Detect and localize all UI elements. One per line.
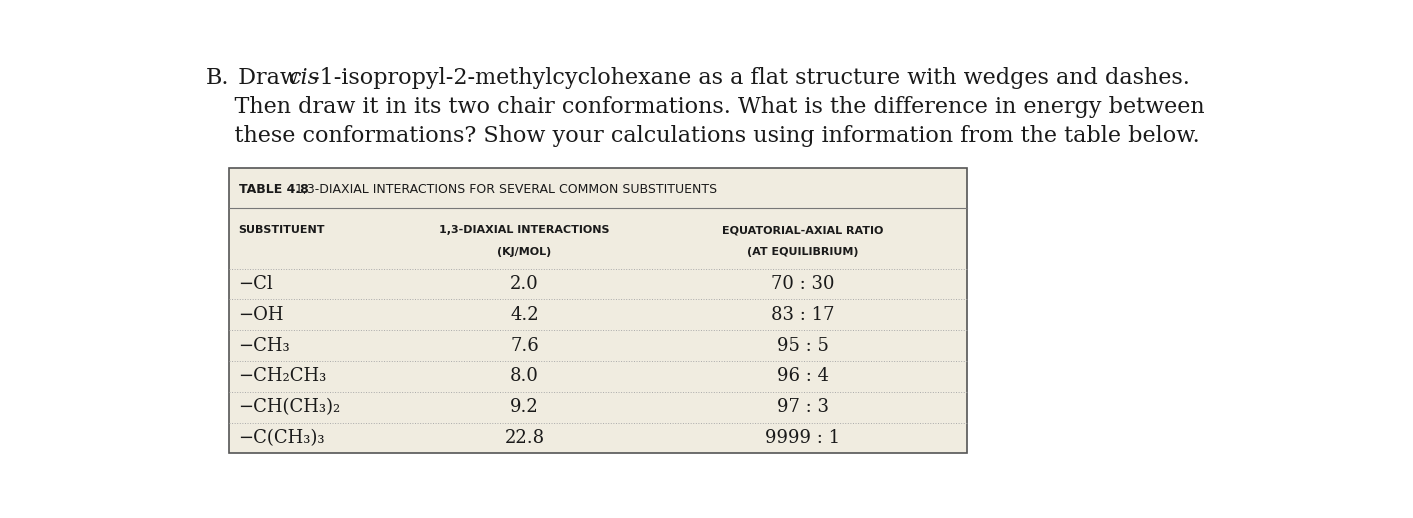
Text: −CH₃: −CH₃ [239,337,290,354]
Text: Draw: Draw [225,67,307,89]
Text: 2.0: 2.0 [510,275,538,293]
Text: 70 : 30: 70 : 30 [771,275,835,293]
Text: 95 : 5: 95 : 5 [777,337,829,354]
Text: cis: cis [288,67,319,89]
Text: −OH: −OH [239,306,284,324]
Text: 4.2: 4.2 [510,306,538,324]
Text: Then draw it in its two chair conformations. What is the difference in energy be: Then draw it in its two chair conformati… [206,96,1205,118]
Bar [229,168,966,453]
Text: (AT EQUILIBRIUM): (AT EQUILIBRIUM) [747,247,859,256]
Text: 8.0: 8.0 [510,367,538,385]
Text: 83 : 17: 83 : 17 [771,306,835,324]
Text: -1-isopropyl-2-methylcyclohexane as a flat structure with wedges and dashes.: -1-isopropyl-2-methylcyclohexane as a fl… [312,67,1190,89]
Text: 9.2: 9.2 [510,398,538,416]
Text: (KJ/MOL): (KJ/MOL) [497,247,551,256]
Text: 97 : 3: 97 : 3 [777,398,829,416]
Text: EQUATORIAL-AXIAL RATIO: EQUATORIAL-AXIAL RATIO [722,225,883,235]
Text: SUBSTITUENT: SUBSTITUENT [239,225,325,235]
Text: these conformations? Show your calculations using information from the table bel: these conformations? Show your calculati… [206,125,1200,147]
Text: TABLE 4.8: TABLE 4.8 [239,183,308,196]
Text: 7.6: 7.6 [510,337,538,354]
Text: −CH(CH₃)₂: −CH(CH₃)₂ [239,398,341,416]
Text: 1,3-DIAXIAL INTERACTIONS: 1,3-DIAXIAL INTERACTIONS [439,225,609,235]
Text: 1,3-DIAXIAL INTERACTIONS FOR SEVERAL COMMON SUBSTITUENTS: 1,3-DIAXIAL INTERACTIONS FOR SEVERAL COM… [287,183,716,196]
Text: −Cl: −Cl [239,275,273,293]
Text: 22.8: 22.8 [504,429,544,447]
Text: −C(CH₃)₃: −C(CH₃)₃ [239,429,325,447]
Text: 9999 : 1: 9999 : 1 [766,429,841,447]
Text: 96 : 4: 96 : 4 [777,367,829,385]
Text: B.: B. [206,67,229,89]
Text: −CH₂CH₃: −CH₂CH₃ [239,367,326,385]
